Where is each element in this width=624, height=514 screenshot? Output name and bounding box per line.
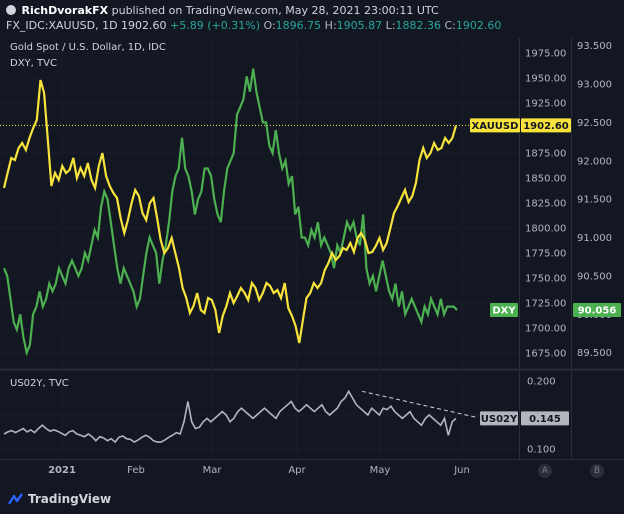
dxy-tick-label: 91.000 <box>577 233 612 244</box>
price-labels: XAUUSD 1902.60 DXY 90.056 US02Y 0.145 <box>470 118 621 426</box>
scale-b-button[interactable]: B <box>590 464 604 478</box>
gold-tick-label: 1950.00 <box>525 74 566 85</box>
gold-tick-label: 1800.00 <box>525 224 566 235</box>
gold-tick-label: 1850.00 <box>525 174 566 185</box>
gold-tick-label: 1925.00 <box>525 99 566 110</box>
xauusd-series-line[interactable] <box>2 79 458 344</box>
publish-text: published on TradingView.com, May 28, 20… <box>111 4 439 17</box>
us02y-tick-label: 0.100 <box>527 444 556 455</box>
xauusd-name-tag-bg <box>470 118 520 133</box>
tradingview-user-icon <box>6 5 16 15</box>
xauusd-price-tag-bg <box>521 118 571 133</box>
time-axis[interactable]: 2021 Feb Mar Apr May Jun <box>48 465 470 476</box>
dxy-tick-label: 89.500 <box>577 348 612 359</box>
close-label: C: <box>444 19 456 32</box>
high-value: 1905.87 <box>336 19 383 32</box>
open-label: O: <box>263 19 276 32</box>
time-tick-label: Mar <box>203 465 223 476</box>
symbol-name[interactable]: FX_IDC:XAUUSD, 1D <box>6 19 118 32</box>
ohlc-row: FX_IDC:XAUUSD, 1D 1902.60 +5.89 (+0.31%)… <box>6 19 501 32</box>
close-value: 1902.60 <box>455 19 502 32</box>
scale-a-button[interactable]: A <box>538 464 552 478</box>
gold-tick-label: 1725.00 <box>525 299 566 310</box>
publish-info: RichDvorakFX published on TradingView.co… <box>6 4 439 17</box>
us02y-legend[interactable]: US02Y, TVC <box>10 378 69 389</box>
gold-tick-label: 1825.00 <box>525 199 566 210</box>
footer: TradingView <box>0 484 624 514</box>
gold-tick-label: 1875.00 <box>525 149 566 160</box>
us02y-trend-line[interactable] <box>361 390 479 419</box>
gold-price-scale[interactable]: 1975.001950.001925.001900.001875.001850.… <box>525 49 566 360</box>
gold-tick-label: 1675.00 <box>525 349 566 360</box>
price-change: +5.89 (+0.31%) <box>170 19 260 32</box>
time-tick-label: Feb <box>127 465 145 476</box>
dxy-tick-label: 93.000 <box>577 80 612 91</box>
dxy-tick-label: 92.500 <box>577 118 612 129</box>
low-value: 1882.36 <box>395 19 442 32</box>
time-tick-label: Apr <box>288 465 306 476</box>
gold-tick-label: 1750.00 <box>525 274 566 285</box>
us02y-tick-label: 0.200 <box>527 377 556 388</box>
high-label: H: <box>324 19 337 32</box>
time-tick-label: May <box>370 465 391 476</box>
us02y-price-tag: 0.145 <box>529 414 561 425</box>
xauusd-name-tag: XAUUSD <box>472 121 519 132</box>
dxy-tick-label: 93.500 <box>577 41 612 52</box>
us02y-series-line[interactable] <box>3 389 457 444</box>
us02y-name-tag: US02Y <box>481 414 518 425</box>
dxy-name-tag: DXY <box>492 305 516 316</box>
dxy-tick-label: 90.500 <box>577 271 612 282</box>
open-value: 1896.75 <box>275 19 322 32</box>
us02y-price-tag-bg <box>521 411 569 426</box>
dxy-tick-label: 91.500 <box>577 195 612 206</box>
time-tick-label: 2021 <box>48 465 76 476</box>
chart-canvas[interactable]: 1975.001950.001925.001900.001875.001850.… <box>0 0 624 484</box>
author-name[interactable]: RichDvorakFX <box>21 4 109 17</box>
time-tick-label: Jun <box>453 465 470 476</box>
dxy-name-tag-bg <box>490 302 518 317</box>
low-label: L: <box>385 19 396 32</box>
xauusd-price-tag: 1902.60 <box>523 121 569 132</box>
dxy-tick-label: 92.000 <box>577 156 612 167</box>
dxy-price-tag-bg <box>573 302 621 317</box>
gold-tick-label: 1775.00 <box>525 249 566 260</box>
last-price: 1902.60 <box>121 19 167 32</box>
dxy-series-line[interactable] <box>2 68 458 357</box>
us02y-name-tag-bg <box>480 411 518 426</box>
tradingview-brand[interactable]: TradingView <box>28 492 112 506</box>
gold-tick-label: 1700.00 <box>525 324 566 335</box>
dxy-legend[interactable]: DXY, TVC <box>10 58 57 69</box>
gold-legend[interactable]: Gold Spot / U.S. Dollar, 1D, IDC <box>10 42 166 53</box>
dxy-price-tag: 90.056 <box>578 305 617 316</box>
gold-tick-label: 1975.00 <box>525 49 566 60</box>
chart-header: RichDvorakFX published on TradingView.co… <box>6 0 618 36</box>
tradingview-logo-icon <box>8 493 23 505</box>
